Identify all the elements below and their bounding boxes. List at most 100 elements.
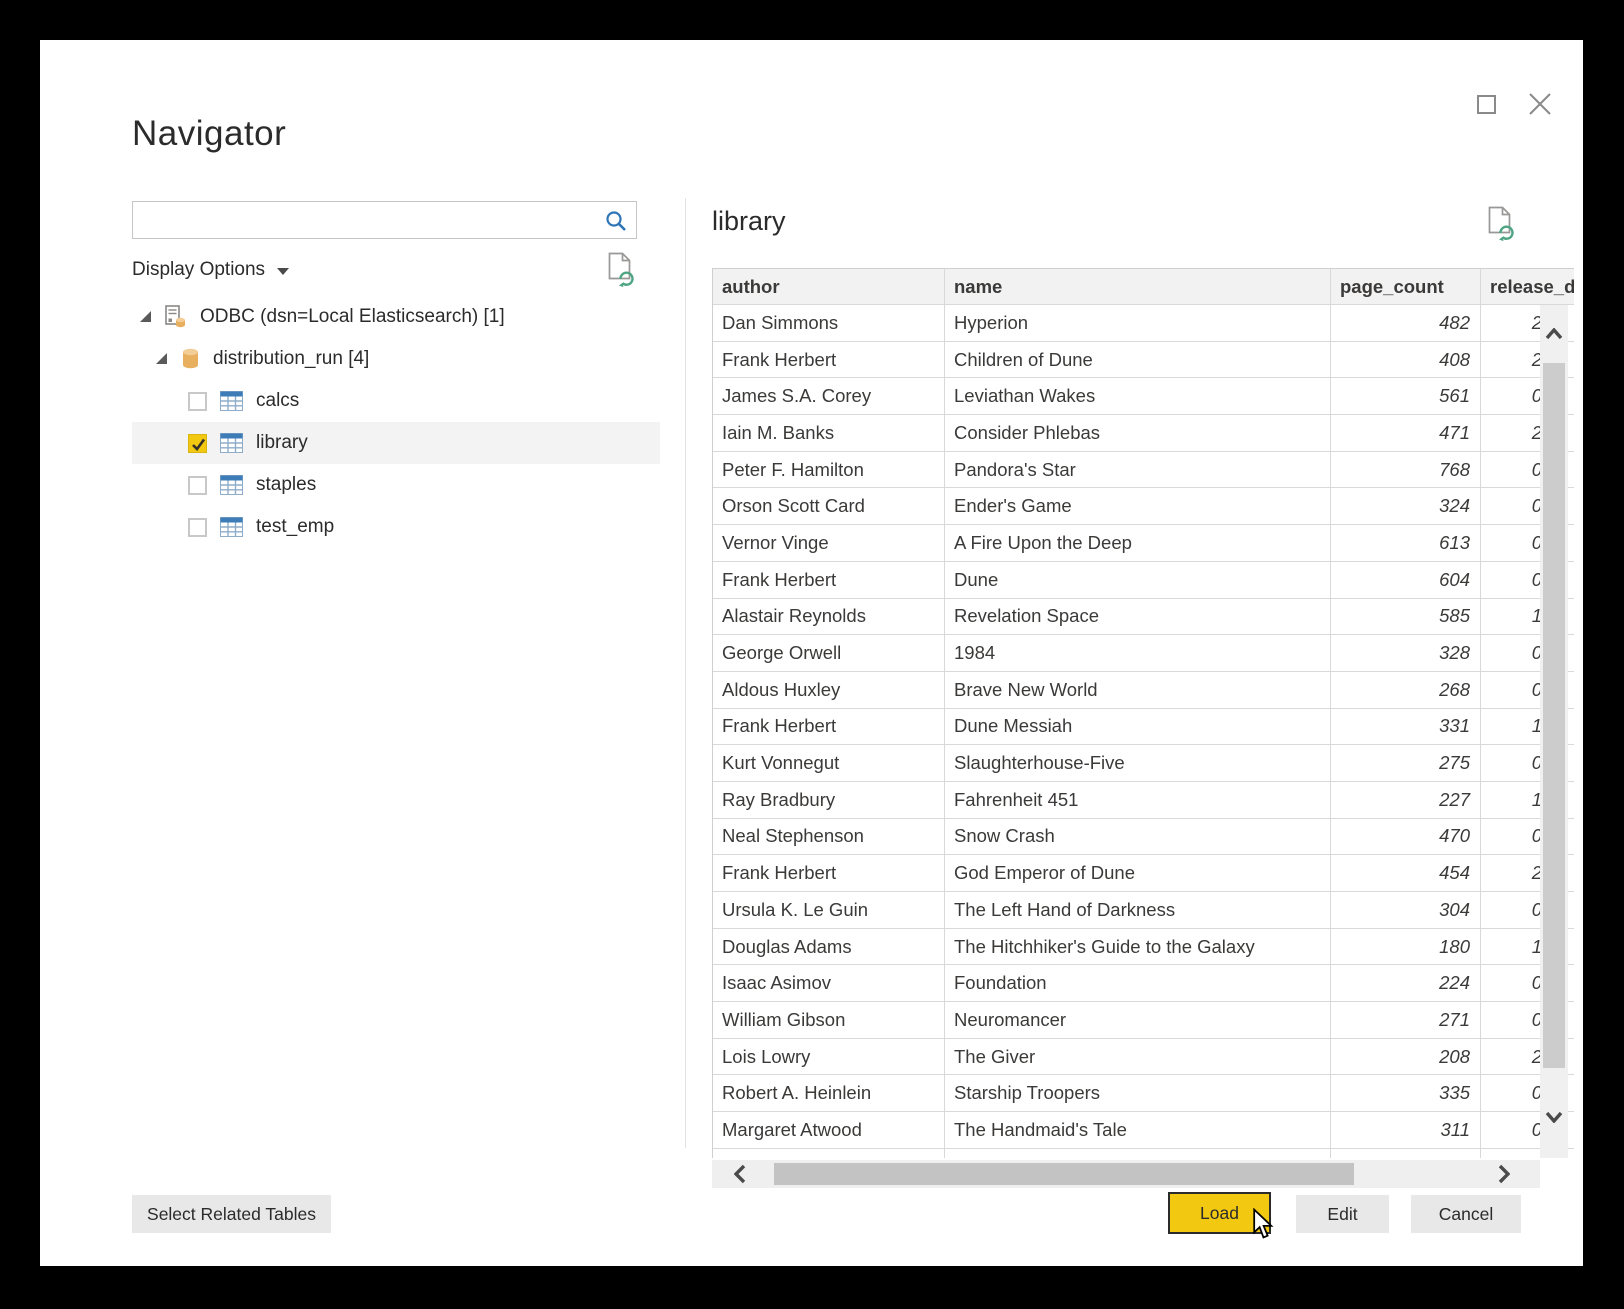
checkbox-unchecked[interactable]: [188, 475, 207, 495]
table-cell-page_count: 604: [1331, 561, 1481, 598]
table-cell-author: Frank Herbert: [713, 708, 945, 745]
table-cell-release_d: 0: [1531, 568, 1542, 590]
tree-item-odbc-dsn-local-elasticsearch-1[interactable]: ODBC (dsn=Local Elasticsearch) [1]: [132, 296, 660, 338]
table-cell-name: God Emperor of Dune: [945, 855, 1331, 891]
horizontal-scrollbar[interactable]: [712, 1160, 1540, 1188]
refresh-preview-icon[interactable]: [1488, 206, 1516, 247]
tree-item-label: test_emp: [256, 516, 335, 537]
table-row: Neal Stephenson Snow Crash 470 0: [713, 818, 1574, 856]
table-cell-author: George Orwell: [713, 635, 945, 671]
table-cell-author: Margaret Atwood: [713, 1112, 945, 1148]
table-cell-release_d: 1: [1531, 715, 1542, 737]
tree-item-staples[interactable]: staples: [132, 464, 660, 506]
table-header-row: author name page_count release_d: [713, 269, 1574, 305]
tree-item-label: staples: [256, 474, 317, 495]
preview-table: author name page_count release_d Dan Simmons…: [712, 268, 1574, 1158]
select-related-tables-button[interactable]: Select Related Tables: [132, 1195, 331, 1233]
table-cell-page_count: 180: [1331, 928, 1481, 965]
tree-item-label: ODBC (dsn=Local Elasticsearch) [1]: [200, 306, 505, 327]
table-cell-release_d: 0: [1531, 1008, 1542, 1030]
table-cell-page_count: 585: [1331, 598, 1481, 635]
search-input[interactable]: [139, 204, 599, 236]
table-cell-page_count: 227: [1331, 781, 1481, 818]
checkbox-checked[interactable]: [188, 433, 207, 453]
tree-expander-icon[interactable]: [156, 353, 168, 365]
table-row: Ray Bradbury Fahrenheit 451 227 1: [713, 781, 1574, 819]
table-cell-page_count: 268: [1331, 671, 1481, 708]
column-header-author[interactable]: author: [713, 269, 945, 304]
table-row: James S.A. Corey Leviathan Wakes 561 0: [713, 378, 1574, 416]
table-cell-page_count: 224: [1331, 965, 1481, 1002]
search-icon[interactable]: [604, 209, 628, 238]
table-cell-name: Consider Phlebas: [945, 415, 1331, 451]
table-row: Frank Herbert God Emperor of Dune 454 2: [713, 855, 1574, 892]
display-options-label: Display Options: [132, 259, 266, 280]
table-cell-author: Frank Herbert: [713, 855, 945, 891]
table-row: Alastair Reynolds Revelation Space 585 1: [713, 598, 1574, 636]
column-header-page_count[interactable]: page_count: [1331, 269, 1481, 304]
table-cell-name: Ender's Game: [945, 488, 1331, 525]
table-cell-author: Orson Scott Card: [713, 488, 945, 525]
scroll-down-icon[interactable]: [1545, 1110, 1563, 1128]
table-cell-page_count: 768: [1331, 451, 1481, 488]
table-row: Margaret Atwood The Handmaid's Tale 311 0: [713, 1112, 1574, 1149]
table-cell-release_d: 0: [1531, 752, 1542, 774]
table-cell-name: The Hitchhiker's Guide to the Galaxy: [945, 928, 1331, 965]
scroll-right-icon[interactable]: [1498, 1164, 1511, 1189]
pane-separator: [685, 198, 686, 1148]
column-header-release_d[interactable]: release_d: [1490, 275, 1574, 297]
server-icon: [165, 305, 187, 329]
tree-expander-icon[interactable]: [140, 311, 152, 323]
table-cell-name: Snow Crash: [945, 818, 1331, 855]
table-cell-name: Dune: [945, 561, 1331, 598]
table-cell-author: Ursula K. Le Guin: [713, 892, 945, 928]
table-cell-release_d: 0: [1531, 458, 1542, 480]
table-cell-page_count: 271: [1331, 1002, 1481, 1038]
search-box: [132, 201, 637, 239]
table-cell-page_count: 561: [1331, 378, 1481, 415]
table-cell-page_count: 328: [1331, 635, 1481, 671]
checkbox-unchecked[interactable]: [188, 391, 207, 411]
scroll-left-icon[interactable]: [733, 1164, 746, 1189]
display-options-dropdown[interactable]: Display Options: [132, 256, 290, 284]
table-row: Aldous Huxley Brave New World 268 0: [713, 671, 1574, 709]
table-row: William Gibson Neuromancer 271 0: [713, 1002, 1574, 1039]
table-row: Dan Simmons Hyperion 482 2: [713, 305, 1574, 342]
table-cell-page_count: 304: [1331, 892, 1481, 928]
table-row: Vernor Vinge A Fire Upon the Deep 613 0: [713, 525, 1574, 562]
table-cell-release_d: 0: [1531, 972, 1542, 994]
table-row: Frank Herbert Children of Dune 408 2: [713, 341, 1574, 379]
vertical-scrollbar-thumb[interactable]: [1543, 363, 1565, 1068]
table-cell-author: William Gibson: [713, 1002, 945, 1038]
horizontal-scrollbar-thumb[interactable]: [774, 1163, 1354, 1185]
table-cell-name: A Fire Upon the Deep: [945, 525, 1331, 561]
cancel-button[interactable]: Cancel: [1411, 1195, 1521, 1233]
table-row-clipped: [713, 1148, 1574, 1158]
table-cell-release_d: 2: [1531, 862, 1542, 884]
refresh-icon[interactable]: [608, 252, 636, 293]
table-cell-author: James S.A. Corey: [713, 378, 945, 415]
tree-item-test-emp[interactable]: test_emp: [132, 506, 660, 548]
edit-button[interactable]: Edit: [1296, 1195, 1389, 1233]
table-cell-author: Isaac Asimov: [713, 965, 945, 1002]
maximize-icon[interactable]: [1477, 95, 1496, 114]
scroll-up-icon[interactable]: [1545, 327, 1563, 345]
tree-item-calcs[interactable]: calcs: [132, 380, 660, 422]
checkbox-unchecked[interactable]: [188, 517, 207, 537]
table-cell-release_d: 1: [1531, 788, 1542, 810]
close-icon[interactable]: [1527, 91, 1553, 117]
table-cell-name: Fahrenheit 451: [945, 781, 1331, 818]
table-cell-author: Peter F. Hamilton: [713, 451, 945, 488]
tree-item-library[interactable]: library: [132, 422, 660, 464]
table-cell-author: Lois Lowry: [713, 1038, 945, 1075]
vertical-scrollbar[interactable]: [1540, 305, 1568, 1158]
tree-item-distribution-run-4[interactable]: distribution_run [4]: [132, 338, 660, 380]
table-cell-page_count: 613: [1331, 525, 1481, 561]
table-cell-release_d: 2: [1531, 421, 1542, 443]
table-cell-release_d: 0: [1531, 898, 1542, 920]
column-header-name[interactable]: name: [945, 269, 1331, 304]
table-cell-name: Pandora's Star: [945, 451, 1331, 488]
table-cell-name: The Handmaid's Tale: [945, 1112, 1331, 1148]
table-cell-release_d: 0: [1531, 1082, 1542, 1104]
table-row: Orson Scott Card Ender's Game 324 0: [713, 488, 1574, 526]
